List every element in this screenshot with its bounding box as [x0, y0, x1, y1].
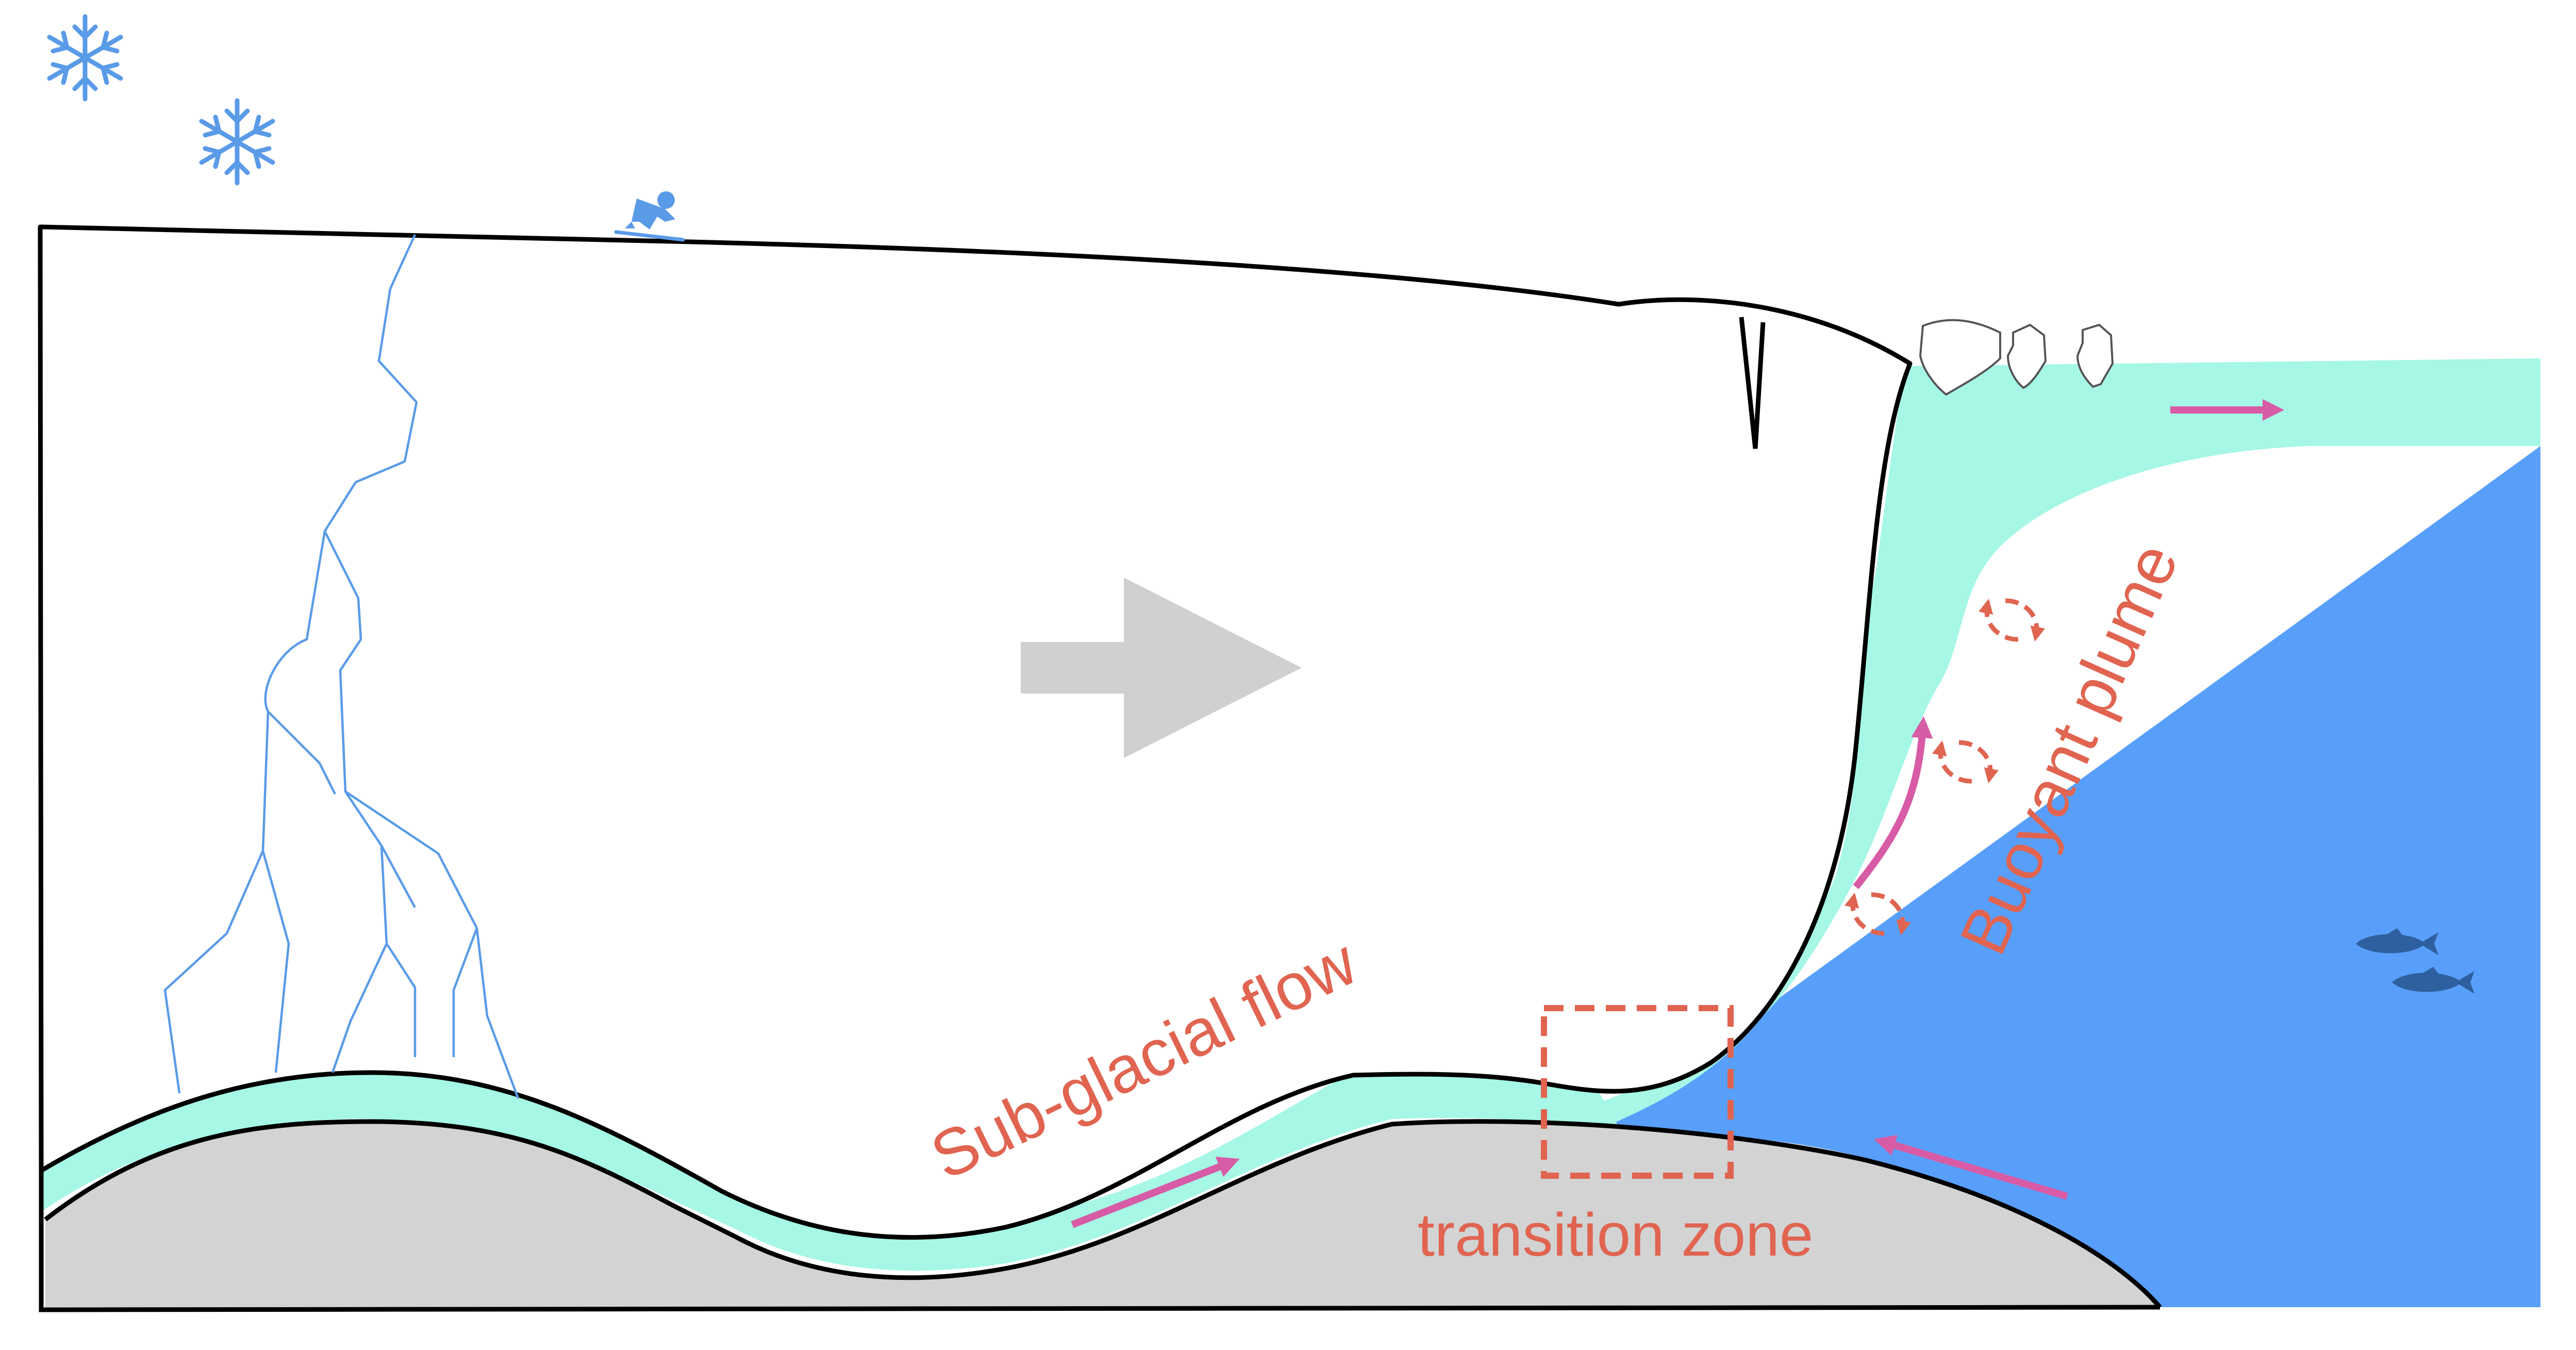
- ice-flow-arrow-icon: [1021, 578, 1302, 758]
- glacier-ice: [38, 224, 1913, 1240]
- snowflake-icon: [202, 101, 273, 183]
- transition-zone-label: transition zone: [1418, 1201, 1813, 1269]
- ocean-inflow-arrow-icon: [1873, 1134, 2068, 1200]
- meltwater-layer: [1577, 358, 2540, 1129]
- englacial-drainage-network: [163, 234, 520, 1099]
- eddy-icon: [1932, 740, 1999, 784]
- iceberg-icon: [2006, 323, 2047, 389]
- snowflake-icon: [49, 17, 121, 99]
- frame-outline: [39, 1171, 2160, 1312]
- bedrock: [45, 1121, 2160, 1310]
- iceberg-icon: [2076, 323, 2114, 388]
- ocean-water: [1598, 446, 2540, 1307]
- subglacial-water-layer: [41, 1068, 1619, 1271]
- eddy-icon: [1979, 598, 2045, 642]
- eddy-icon: [1844, 892, 1911, 936]
- transition-zone-box: [1541, 1005, 1734, 1179]
- subglacial-flow-arrow-icon: [1071, 1157, 1240, 1228]
- iceberg-icon: [1919, 319, 2001, 396]
- iceberg-group: [1919, 319, 2114, 396]
- skier-icon: [614, 191, 685, 242]
- surface-crevasse: [1739, 317, 1766, 449]
- plume-rise-arrow-icon: [1853, 716, 1933, 890]
- bedrock-outline: [44, 1119, 2162, 1309]
